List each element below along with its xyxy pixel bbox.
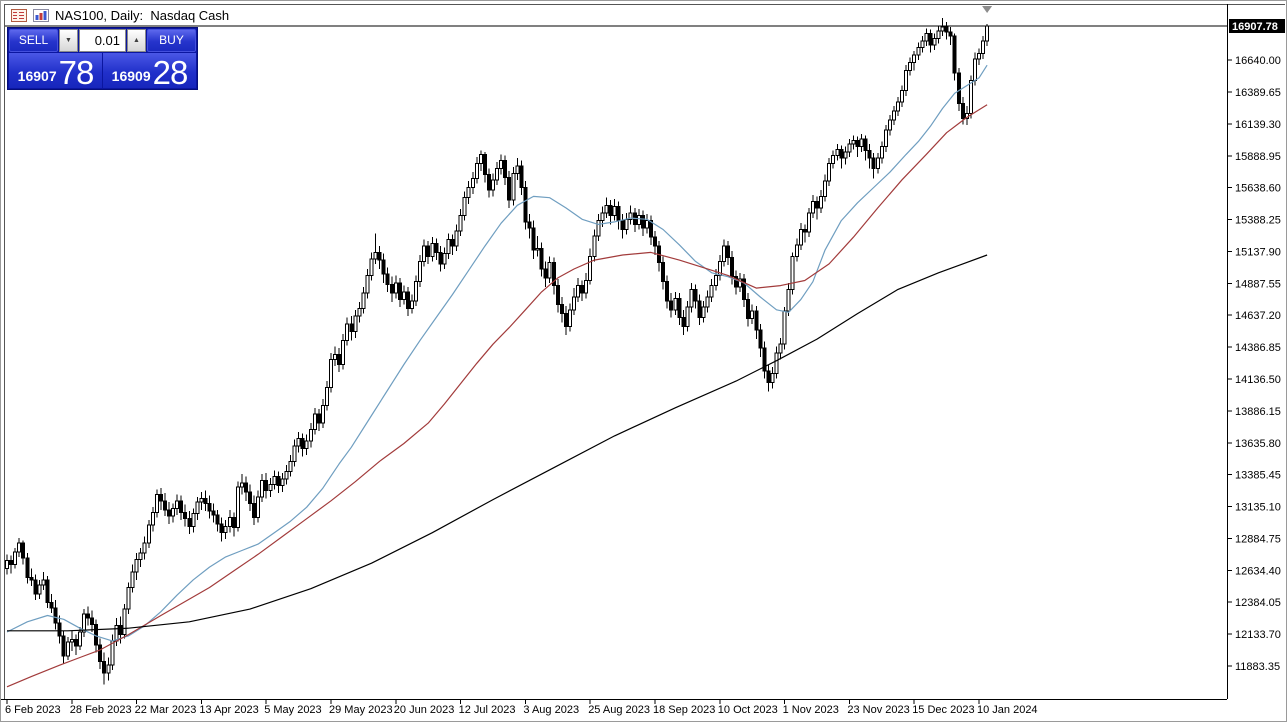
date-tick-label: 15 Dec 2023 bbox=[912, 704, 974, 716]
sell-price-main: 16907 bbox=[17, 68, 57, 84]
triangle-up-icon: ▲ bbox=[133, 37, 140, 44]
date-tick-label: 23 Nov 2023 bbox=[847, 704, 909, 716]
buy-price-main: 16909 bbox=[111, 68, 151, 84]
date-tick-label: 18 Sep 2023 bbox=[653, 704, 715, 716]
price-tick-label: 12384.05 bbox=[1235, 597, 1281, 609]
price-tick-label: 14887.55 bbox=[1235, 278, 1281, 290]
one-click-trading-panel: SELL ▼ ▲ BUY 16907 78 16909 28 bbox=[7, 27, 198, 90]
sell-price-pips: 78 bbox=[58, 53, 95, 91]
price-tick-label: 15638.60 bbox=[1235, 183, 1281, 195]
price-tick-label: 12133.70 bbox=[1235, 629, 1281, 641]
price-tick-label: 12884.75 bbox=[1235, 533, 1281, 545]
date-tick-label: 22 Mar 2023 bbox=[135, 704, 197, 716]
price-axis[interactable]: 16640.00 16389.65 16139.30 15888.95 15638.60… bbox=[1227, 55, 1281, 673]
date-tick-label: 29 May 2023 bbox=[329, 704, 393, 716]
volume-decrease-button[interactable]: ▼ bbox=[59, 29, 78, 52]
price-tick-label: 14637.20 bbox=[1235, 310, 1281, 322]
chart-shift-marker-icon[interactable] bbox=[982, 6, 993, 13]
slow-ma-line bbox=[7, 254, 988, 632]
date-tick-label: 20 Jun 2023 bbox=[394, 704, 455, 716]
price-tick-label: 16139.30 bbox=[1235, 119, 1281, 131]
price-tick-label: 11883.35 bbox=[1235, 661, 1280, 673]
candles-layer bbox=[5, 18, 990, 685]
price-tick-label: 13635.80 bbox=[1235, 438, 1281, 450]
buy-price-panel[interactable]: 16909 28 bbox=[103, 53, 196, 91]
price-tick-label: 16640.00 bbox=[1235, 55, 1281, 67]
date-tick-label: 1 Nov 2023 bbox=[783, 704, 839, 716]
fast-ma-line bbox=[6, 64, 988, 642]
chart-title-row: NAS100, Daily: Nasdaq Cash bbox=[11, 8, 229, 23]
buy-price-pips: 28 bbox=[152, 53, 189, 91]
date-tick-label: 13 Apr 2023 bbox=[199, 704, 258, 716]
current-price-label: 16907.78 bbox=[1229, 19, 1285, 33]
buy-button[interactable]: BUY bbox=[147, 29, 196, 52]
date-tick-label: 10 Jan 2024 bbox=[977, 704, 1038, 716]
price-tick-label: 14386.85 bbox=[1235, 342, 1281, 354]
market-watch-icon bbox=[11, 9, 27, 22]
price-tick-label: 12634.40 bbox=[1235, 565, 1281, 577]
price-tick-label: 15888.95 bbox=[1235, 151, 1281, 163]
price-tick-label: 15137.90 bbox=[1235, 246, 1281, 258]
time-axis[interactable]: 6 Feb 2023 28 Feb 2023 22 Mar 2023 13 Apr 2… bbox=[5, 699, 1038, 716]
chart-frame bbox=[1, 4, 1285, 700]
date-tick-label: 10 Oct 2023 bbox=[718, 704, 778, 716]
triangle-down-icon: ▼ bbox=[65, 37, 72, 44]
volume-input[interactable] bbox=[79, 29, 126, 52]
price-tick-label: 13385.45 bbox=[1235, 470, 1281, 482]
price-tick-label: 13886.15 bbox=[1235, 406, 1281, 418]
date-tick-label: 3 Aug 2023 bbox=[523, 704, 579, 716]
date-tick-label: 25 Aug 2023 bbox=[588, 704, 650, 716]
date-tick-label: 28 Feb 2023 bbox=[70, 704, 132, 716]
medium-ma-line bbox=[6, 104, 988, 688]
sell-price-panel[interactable]: 16907 78 bbox=[9, 53, 102, 91]
price-tick-label: 13135.10 bbox=[1235, 502, 1281, 514]
price-tick-label: 16389.65 bbox=[1235, 87, 1281, 99]
sell-button[interactable]: SELL bbox=[9, 29, 58, 52]
date-tick-label: 6 Feb 2023 bbox=[5, 704, 61, 716]
chart-title: NAS100, Daily: Nasdaq Cash bbox=[55, 8, 230, 23]
volume-increase-button[interactable]: ▲ bbox=[127, 29, 146, 52]
price-tick-label: 14136.50 bbox=[1235, 374, 1281, 386]
chart-bars-icon bbox=[33, 9, 49, 22]
price-tick-label: 15388.25 bbox=[1235, 215, 1281, 227]
date-tick-label: 12 Jul 2023 bbox=[459, 704, 516, 716]
date-tick-label: 5 May 2023 bbox=[264, 704, 321, 716]
svg-text:16907.78: 16907.78 bbox=[1232, 21, 1278, 33]
